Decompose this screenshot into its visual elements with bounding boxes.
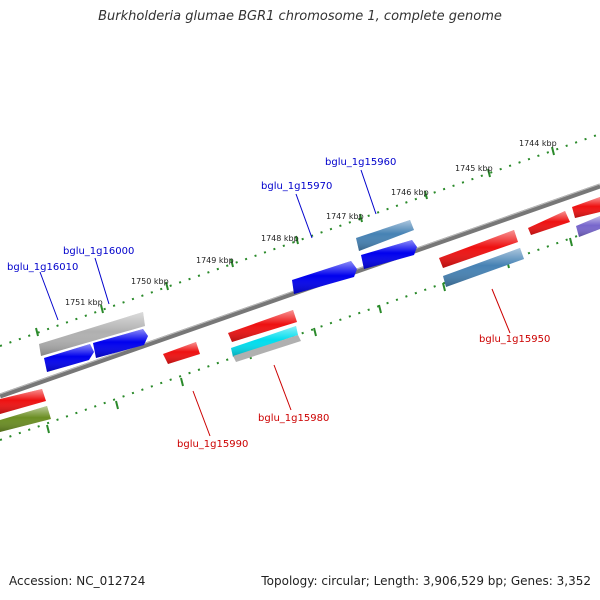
leader-line-bglu_1g15970 bbox=[295, 193, 313, 239]
gene-block-red-left[interactable] bbox=[0, 389, 46, 414]
gene-block-blue-1[interactable] bbox=[44, 344, 94, 372]
gene-label-bglu_1g16000[interactable]: bglu_1g16000 bbox=[63, 246, 134, 257]
gene-block-red-large[interactable] bbox=[439, 230, 518, 268]
gene-block-red-small[interactable] bbox=[163, 342, 200, 364]
label-leader-lines bbox=[39, 169, 511, 437]
gene-block-purple-right[interactable] bbox=[576, 216, 600, 237]
gene-block-red-mid[interactable] bbox=[228, 310, 297, 342]
gene-block-red-right-2[interactable] bbox=[572, 197, 600, 218]
reverse-gene-blocks bbox=[0, 197, 600, 432]
gene-block-blue-4[interactable] bbox=[361, 240, 417, 269]
gene-block-steelblue-top[interactable] bbox=[356, 220, 414, 251]
leader-line-bglu_1g16000 bbox=[94, 257, 110, 305]
map-title: Burkholderia glumae BGR1 chromosome 1, c… bbox=[98, 9, 502, 24]
tick-label-1751: 1751 kbp bbox=[65, 298, 103, 307]
tick-label-1745: 1745 kbp bbox=[455, 164, 493, 173]
gene-block-red-right-1[interactable] bbox=[528, 211, 570, 235]
outer-tick-marks bbox=[35, 146, 555, 337]
leader-line-bglu_1g15990 bbox=[192, 390, 211, 437]
leader-line-bglu_1g16010 bbox=[39, 271, 59, 321]
gene-block-olive-left[interactable] bbox=[0, 406, 51, 432]
gene-block-gray-bottom[interactable] bbox=[233, 335, 301, 362]
tick-label-1749: 1749 kbp bbox=[196, 256, 234, 265]
leader-line-bglu_1g15950 bbox=[491, 288, 511, 334]
gene-block-blue-2[interactable] bbox=[93, 329, 148, 358]
gene-label-bglu_1g15960[interactable]: bglu_1g15960 bbox=[325, 157, 396, 168]
outer-tick-track: 1744 kbp 1745 kbp 1746 kbp 1747 kbp 1748… bbox=[0, 133, 600, 347]
accession-text: Accession: NC_012724 bbox=[9, 574, 146, 588]
forward-gene-blocks bbox=[39, 220, 417, 372]
outer-dotted-line bbox=[0, 133, 600, 347]
gene-label-bglu_1g15990[interactable]: bglu_1g15990 bbox=[177, 439, 248, 450]
leader-line-bglu_1g15960 bbox=[360, 169, 377, 215]
topology-summary-text: Topology: circular; Length: 3,906,529 bp… bbox=[261, 574, 591, 588]
gene-label-bglu_1g15970[interactable]: bglu_1g15970 bbox=[261, 181, 332, 192]
gene-block-blue-3[interactable] bbox=[292, 261, 357, 294]
tick-label-1747: 1747 kbp bbox=[326, 212, 364, 221]
tick-label-1750: 1750 kbp bbox=[131, 277, 169, 286]
inner-tick-marks bbox=[46, 237, 573, 434]
gene-block-cyan[interactable] bbox=[231, 326, 298, 357]
gene-label-bglu_1g16010[interactable]: bglu_1g16010 bbox=[7, 262, 78, 273]
tick-label-1748: 1748 kbp bbox=[261, 234, 299, 243]
leader-line-bglu_1g15980 bbox=[273, 364, 292, 411]
gene-label-bglu_1g15980[interactable]: bglu_1g15980 bbox=[258, 413, 329, 424]
gene-labels: bglu_1g16010 bglu_1g16000 bglu_1g15970 b… bbox=[7, 157, 550, 450]
tick-label-1744: 1744 kbp bbox=[519, 139, 557, 148]
tick-label-1746: 1746 kbp bbox=[391, 188, 429, 197]
gene-block-gray-top[interactable] bbox=[39, 312, 145, 356]
gene-label-bglu_1g15950[interactable]: bglu_1g15950 bbox=[479, 334, 550, 345]
gene-block-steelblue-bottom[interactable] bbox=[443, 248, 524, 287]
